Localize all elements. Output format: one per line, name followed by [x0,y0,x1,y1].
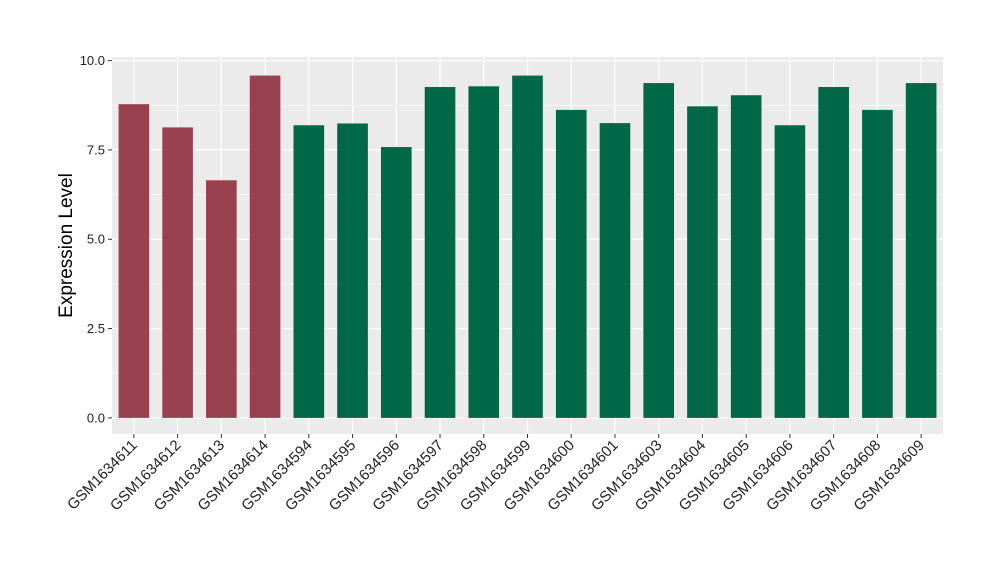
bar [293,125,325,418]
bar [687,106,718,418]
bar [599,123,631,418]
bar [162,127,193,418]
y-tick-label: 10.0 [80,53,105,68]
bar [206,180,237,418]
bar [424,87,456,418]
bar [862,109,893,418]
y-tick-label: 5.0 [87,232,105,247]
bar [730,95,762,418]
bar [643,83,675,418]
bar [468,86,500,418]
y-tick-label: 2.5 [87,321,105,336]
bars [118,75,937,418]
y-tick-label: 7.5 [87,142,105,157]
bar [905,83,937,418]
y-axis: 0.0 2.5 5.0 7.5 10.0 [80,53,112,425]
x-axis: GSM1634611GSM1634612GSM1634613GSM1634614… [64,434,928,514]
bar [249,75,281,418]
y-axis-title: Expression Level [56,173,77,318]
bar [818,87,849,418]
bar [555,109,587,418]
bar [774,125,806,418]
bar [337,123,368,418]
bar [512,75,543,418]
bar [118,104,150,418]
bar [380,147,412,418]
y-tick-label: 0.0 [87,410,105,425]
